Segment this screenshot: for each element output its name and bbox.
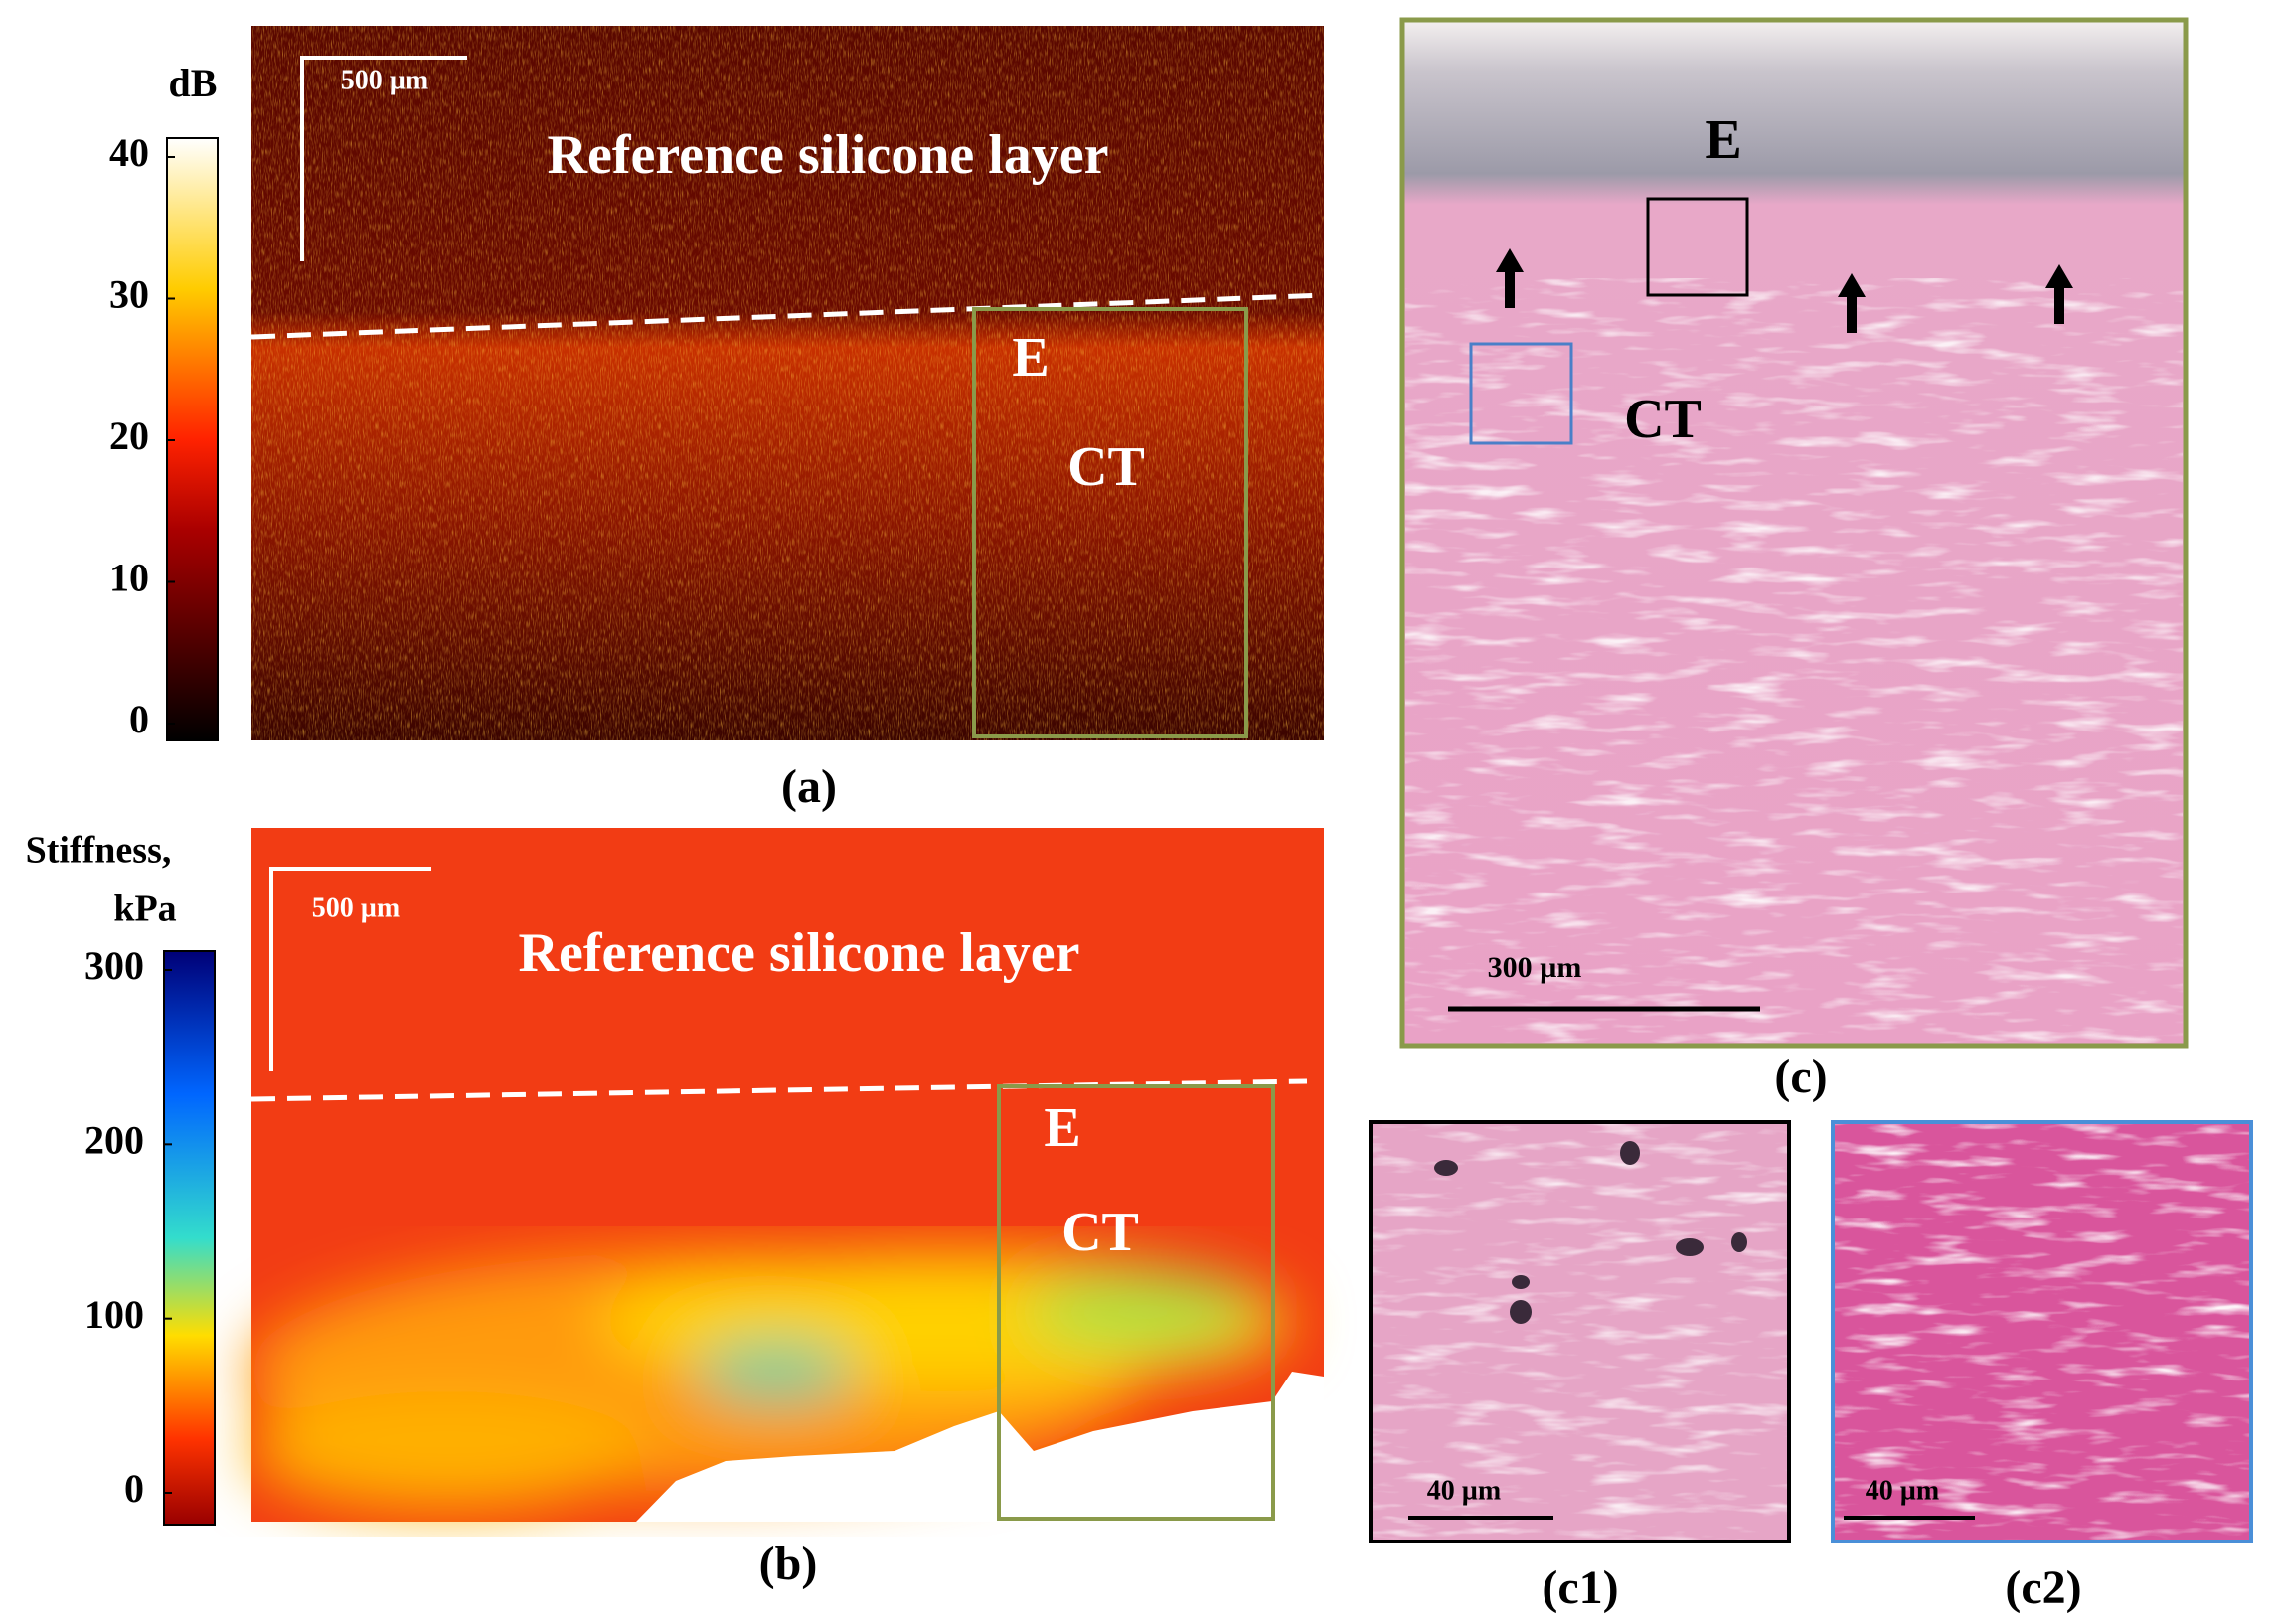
colorbar-tick-label: 0 [124, 1466, 144, 1511]
colorbar-tick-label: 40 [109, 130, 149, 175]
histology-fibers [1405, 278, 2183, 1043]
colorbar-ticks: 0 100 200 300 [84, 943, 172, 1511]
empty-region [636, 1372, 1324, 1522]
colorbar-title: kPa [113, 889, 176, 930]
panel-label: (b) [759, 1538, 818, 1590]
colorbar-tick-label: 30 [109, 272, 149, 317]
colorbar-ticks: 0 10 20 30 40 [109, 130, 175, 741]
colorbar [166, 137, 219, 741]
colorbar [163, 950, 216, 1526]
nuclei [1434, 1141, 1747, 1324]
colorbar-title: dB [169, 61, 218, 105]
annotation: CT [1061, 1202, 1139, 1263]
arrows [1496, 248, 2073, 333]
colorbar-tick-label: 20 [109, 413, 149, 458]
inset-texture [1835, 1124, 2249, 1540]
annotation: Reference silicone layer [548, 124, 1109, 186]
annotation: CT [1624, 389, 1702, 450]
colorbar-tick-label: 10 [109, 556, 149, 600]
colorbar-title: Stiffness, [26, 830, 172, 872]
panel-label: (a) [781, 760, 837, 813]
annotation: E [1705, 109, 1741, 171]
scale-bar [269, 867, 431, 1071]
annotation: Reference silicone layer [519, 922, 1080, 984]
region-box [972, 307, 1248, 738]
scale-label: 40 µm [1427, 1475, 1501, 1506]
scale-label: 500 µm [341, 65, 428, 95]
stiffness-blobs [248, 1252, 1292, 1511]
inset-texture [1373, 1124, 1787, 1540]
annotation: CT [1067, 436, 1145, 498]
oct-speckle [251, 26, 1324, 740]
inset-box [1469, 342, 1573, 445]
scale-bar [300, 56, 467, 261]
panel-label: (c1) [1542, 1561, 1618, 1614]
panel-label: (c) [1774, 1051, 1827, 1103]
scale-label: 300 µm [1488, 951, 1582, 984]
scale-label: 40 µm [1866, 1475, 1939, 1506]
panel-label: (c2) [2005, 1561, 2081, 1614]
colorbar-tick-label: 200 [84, 1118, 144, 1163]
inset-box [1646, 197, 1749, 297]
annotation: E [1012, 327, 1049, 389]
colorbar-tick-label: 0 [129, 697, 149, 741]
annotation: E [1044, 1097, 1080, 1159]
colorbar-tick-label: 100 [84, 1292, 144, 1337]
scale-label: 500 µm [312, 893, 400, 923]
region-box [997, 1084, 1275, 1521]
colorbar-tick-label: 300 [84, 943, 144, 988]
